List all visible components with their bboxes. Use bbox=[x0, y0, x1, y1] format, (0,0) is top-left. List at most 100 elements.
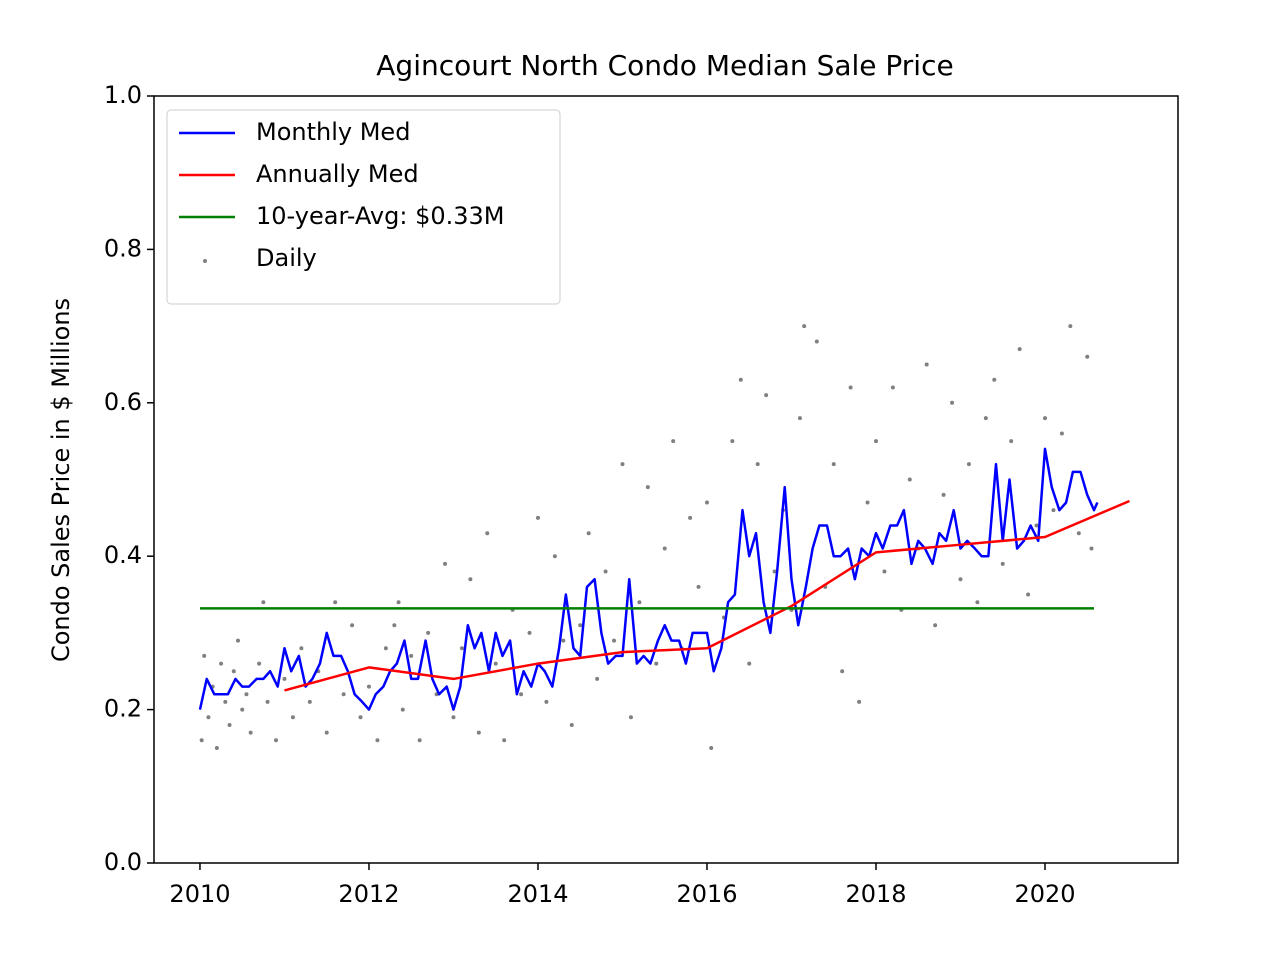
daily-point bbox=[983, 416, 988, 421]
daily-point bbox=[890, 385, 895, 390]
daily-point bbox=[409, 653, 414, 658]
daily-point bbox=[383, 646, 388, 651]
daily-point bbox=[569, 722, 574, 727]
series-line bbox=[198, 447, 1099, 711]
daily-point bbox=[1000, 561, 1005, 566]
daily-point bbox=[199, 738, 204, 743]
daily-point bbox=[502, 738, 507, 743]
daily-point bbox=[764, 393, 769, 398]
daily-point bbox=[688, 515, 693, 520]
daily-point bbox=[561, 638, 566, 643]
daily-point bbox=[206, 715, 211, 720]
y-tick-label: 0.8 bbox=[104, 234, 142, 262]
daily-point bbox=[628, 715, 633, 720]
daily-point bbox=[290, 715, 295, 720]
daily-point bbox=[485, 531, 490, 536]
daily-point bbox=[202, 653, 207, 658]
daily-point bbox=[848, 385, 853, 390]
daily-point bbox=[975, 600, 980, 605]
daily-point bbox=[671, 439, 676, 444]
daily-point bbox=[459, 646, 464, 651]
daily-point bbox=[950, 400, 955, 405]
daily-point bbox=[857, 699, 862, 704]
daily-point bbox=[924, 362, 929, 367]
daily-point bbox=[1034, 523, 1039, 528]
daily-point bbox=[375, 738, 380, 743]
legend-marker bbox=[203, 259, 207, 263]
daily-point bbox=[299, 646, 304, 651]
daily-point bbox=[248, 730, 253, 735]
daily-point bbox=[341, 692, 346, 697]
legend-label: Daily bbox=[256, 244, 317, 272]
daily-point bbox=[662, 546, 667, 551]
daily-point bbox=[396, 600, 401, 605]
daily-point bbox=[1042, 416, 1047, 421]
x-tick-label: 2014 bbox=[507, 880, 568, 908]
daily-point bbox=[873, 439, 878, 444]
daily-point bbox=[324, 730, 329, 735]
daily-point bbox=[831, 462, 836, 467]
daily-point bbox=[451, 715, 456, 720]
daily-point bbox=[519, 692, 524, 697]
daily-point bbox=[535, 515, 540, 520]
daily-point bbox=[400, 707, 405, 712]
daily-point bbox=[1085, 354, 1090, 359]
daily-point bbox=[865, 500, 870, 505]
daily-point bbox=[595, 676, 600, 681]
daily-point bbox=[417, 738, 422, 743]
daily-point bbox=[227, 722, 232, 727]
daily-point bbox=[1017, 347, 1022, 352]
daily-point bbox=[645, 485, 650, 490]
daily-point bbox=[637, 600, 642, 605]
y-tick-label: 1.0 bbox=[104, 81, 142, 109]
daily-point bbox=[696, 584, 701, 589]
series-line bbox=[284, 499, 1130, 692]
daily-point bbox=[493, 661, 498, 666]
daily-point bbox=[468, 577, 473, 582]
daily-point bbox=[709, 745, 714, 750]
daily-point bbox=[730, 439, 735, 444]
legend-label: Monthly Med bbox=[256, 118, 410, 146]
daily-point bbox=[214, 745, 219, 750]
daily-point bbox=[814, 339, 819, 344]
daily-point bbox=[544, 699, 549, 704]
daily-point bbox=[223, 699, 228, 704]
plot-frame bbox=[153, 95, 1179, 864]
daily-point bbox=[1026, 592, 1031, 597]
x-tick-label: 2016 bbox=[676, 880, 737, 908]
daily-point bbox=[265, 699, 270, 704]
daily-point bbox=[552, 554, 557, 559]
daily-point bbox=[235, 638, 240, 643]
legend-label: Annually Med bbox=[256, 160, 419, 188]
y-tick-label: 0.0 bbox=[104, 848, 142, 876]
daily-point bbox=[654, 661, 659, 666]
daily-point bbox=[797, 416, 802, 421]
daily-point bbox=[966, 462, 971, 467]
legend-box bbox=[166, 109, 561, 305]
daily-point bbox=[1076, 531, 1081, 536]
daily-point bbox=[527, 630, 532, 635]
daily-point bbox=[443, 561, 448, 566]
daily-point bbox=[244, 692, 249, 697]
daily-point bbox=[1089, 546, 1094, 551]
x-tick-label: 2018 bbox=[845, 880, 906, 908]
daily-point bbox=[704, 500, 709, 505]
daily-point bbox=[274, 738, 279, 743]
daily-point bbox=[257, 661, 262, 666]
daily-point bbox=[840, 669, 845, 674]
legend-label: 10-year-Avg: $0.33M bbox=[256, 202, 505, 230]
daily-point bbox=[933, 623, 938, 628]
daily-point bbox=[261, 600, 266, 605]
daily-point bbox=[958, 577, 963, 582]
daily-point bbox=[333, 600, 338, 605]
daily-point bbox=[1051, 508, 1056, 513]
x-tick-label: 2012 bbox=[338, 880, 399, 908]
daily-point bbox=[366, 684, 371, 689]
daily-point bbox=[620, 462, 625, 467]
daily-point bbox=[612, 638, 617, 643]
daily-point bbox=[231, 669, 236, 674]
daily-point bbox=[392, 623, 397, 628]
daily-point bbox=[1059, 431, 1064, 436]
daily-point bbox=[603, 569, 608, 574]
